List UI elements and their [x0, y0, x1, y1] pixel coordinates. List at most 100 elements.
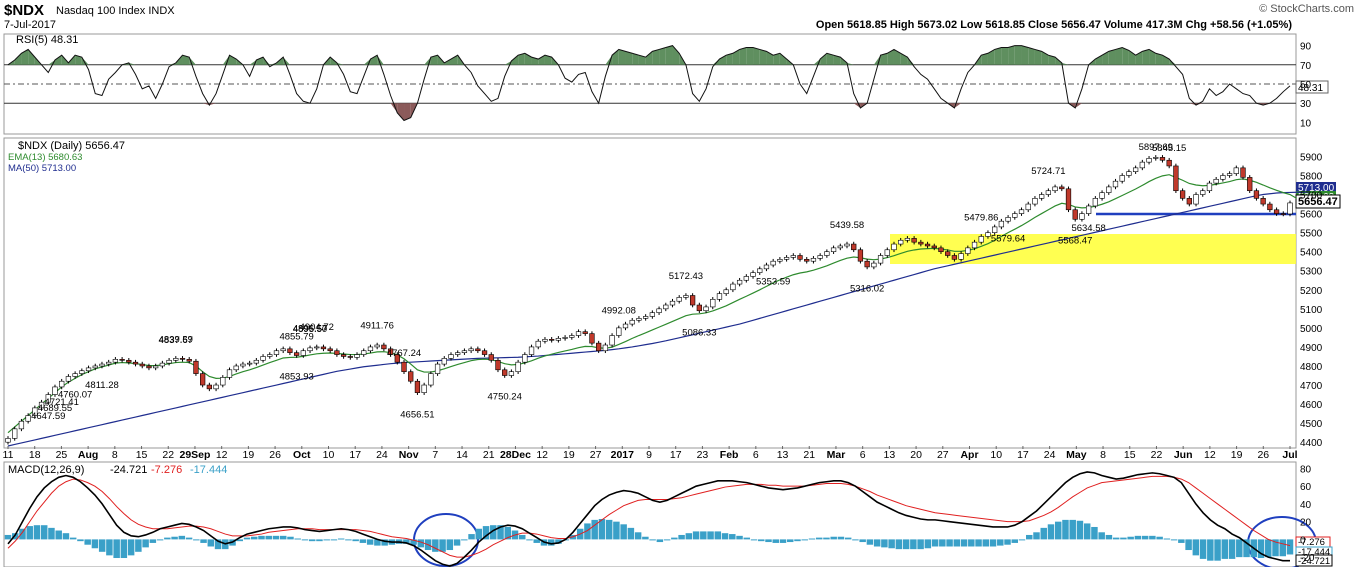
macd-histogram-bar [19, 528, 26, 540]
candle-up [52, 386, 58, 395]
candle-up [770, 260, 776, 266]
macd-histogram-bar [1047, 524, 1055, 540]
price-annotation: 5172.43 [669, 271, 703, 282]
rsi-overbought-fill [719, 55, 727, 65]
rsi-oversold-fill [397, 103, 405, 121]
macd-histogram-bar [663, 539, 671, 541]
macd-histogram-bar [374, 539, 381, 546]
macd-histogram-bar [106, 539, 113, 556]
candle-down [1186, 198, 1192, 205]
close-value-box [1295, 194, 1341, 209]
rsi-overbought-fill [773, 53, 780, 65]
candle-up [877, 255, 884, 264]
macd-histogram-bar [120, 539, 128, 559]
macd-histogram-bar [1011, 539, 1019, 543]
price-annotation: 5316.02 [850, 284, 884, 295]
x-axis-label: 2017 [611, 449, 635, 461]
candle-down [864, 260, 870, 268]
macd-histogram-bar [381, 539, 388, 546]
candle-up [998, 220, 1005, 228]
x-axis-label: 19 [243, 449, 255, 461]
x-axis-label: 29Sep [179, 449, 210, 461]
macd-histogram-bar [844, 537, 852, 540]
macd-histogram-bar [685, 533, 693, 540]
candle-down [1065, 188, 1072, 211]
candle-up [750, 272, 756, 277]
candle-up [1099, 192, 1105, 199]
price-tick-label: 4700 [1300, 381, 1323, 392]
candle-down [851, 243, 857, 251]
macd-histogram-bar [366, 539, 374, 545]
macd-label-name: MACD(12,26,9) [8, 464, 84, 476]
candle-down [334, 350, 340, 355]
price-tick-label: 5200 [1300, 286, 1323, 297]
candle-down [951, 255, 958, 260]
candle-up [1287, 202, 1293, 215]
price-annotation: 4837.67 [159, 335, 193, 346]
candle-up [824, 251, 830, 256]
candle-up [361, 350, 367, 355]
candle-up [12, 428, 18, 439]
macd-histogram-bar [62, 533, 70, 540]
macd-histogram-bar [84, 539, 91, 545]
rsi-overbought-fill [28, 49, 35, 65]
macd-histogram-bar [1156, 536, 1163, 540]
macd-histogram-bar [765, 539, 772, 543]
rsi-overbought-fill [128, 62, 136, 65]
macd-histogram-bar [1286, 539, 1294, 555]
candle-down [179, 358, 186, 360]
candle-down [924, 243, 931, 247]
macd-histogram-bar [77, 539, 84, 542]
macd-panel-frame [3, 461, 1297, 567]
macd-histogram-bar [714, 531, 722, 540]
macd-histogram-bar [135, 539, 142, 552]
macd-histogram-bar [1141, 535, 1149, 540]
x-axis-label: 12 [216, 449, 228, 461]
candle-up [817, 255, 823, 259]
macd-histogram-bar [1149, 535, 1156, 540]
price-tick-label: 5700 [1300, 191, 1323, 202]
macd-histogram-bar [1120, 537, 1127, 540]
x-axis-label: 22 [1151, 449, 1163, 461]
price-annotation: 5479.86 [964, 212, 998, 223]
price-tick-label: 4400 [1300, 438, 1323, 449]
price-annotation: 4904.72 [300, 322, 334, 333]
macd-histogram-bar [931, 539, 939, 547]
x-axis-label: 26 [269, 449, 281, 461]
x-axis-label: 22 [162, 449, 174, 461]
candle-up [978, 236, 984, 243]
macd-histogram-bar [26, 526, 33, 540]
macd-label-macd: -24.721 [110, 464, 147, 476]
macd-histogram-bar [461, 539, 468, 541]
macd-histogram-bar [200, 539, 207, 543]
candle-down [1240, 167, 1246, 178]
rsi-overbought-fill [638, 55, 646, 65]
candle-down [488, 354, 494, 361]
candle-up [1226, 173, 1233, 176]
candle-up [777, 259, 783, 262]
ma-label: MA(50) 5713.00 [8, 163, 76, 174]
macd-signal-line [7, 475, 1291, 558]
candle-up [656, 308, 662, 313]
macd-histogram-bar [808, 538, 816, 540]
candle-up [1106, 186, 1112, 193]
x-axis-label: 9 [646, 449, 652, 461]
macd-histogram-bar [243, 537, 251, 540]
rsi-overbought-fill [605, 55, 613, 65]
price-tick-label: 5500 [1300, 229, 1323, 240]
price-tick-label: 5900 [1300, 152, 1323, 163]
candle-up [542, 339, 548, 342]
rsi-overbought-fill [612, 49, 619, 65]
candle-up [1012, 213, 1018, 218]
price-tick-label: 4500 [1300, 419, 1323, 430]
candle-down [387, 348, 394, 355]
rsi-overbought-fill [987, 49, 995, 65]
macd-histogram-bar [40, 525, 48, 540]
chart-date: 7-Jul-2017 [4, 19, 56, 31]
macd-histogram-bar [1098, 532, 1105, 540]
macd-histogram-bar [801, 539, 808, 541]
macd-histogram-bar [1033, 532, 1040, 540]
candle-up [1092, 198, 1098, 207]
x-axis-label: 28Dec [500, 449, 531, 461]
candle-down [945, 251, 951, 256]
